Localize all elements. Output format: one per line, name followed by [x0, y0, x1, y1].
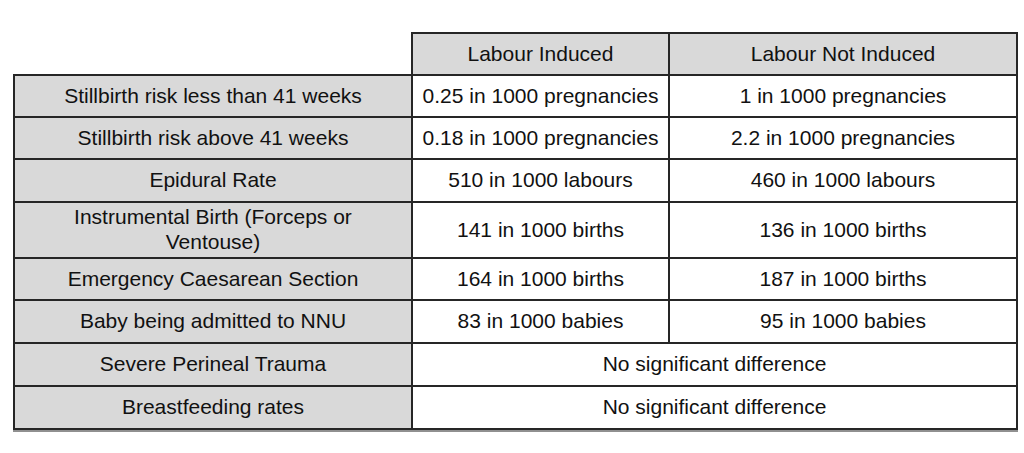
blank-corner-cell [14, 33, 412, 75]
row-label: Emergency Caesarean Section [14, 258, 412, 300]
value-cell-not-induced: 1 in 1000 pregnancies [669, 75, 1017, 117]
value-cell-induced: 141 in 1000 births [412, 202, 669, 258]
table-row-nnu-admission: Baby being admitted to NNU 83 in 1000 ba… [14, 300, 1017, 343]
column-header-labour-induced: Labour Induced [412, 33, 669, 75]
value-cell-not-induced: 136 in 1000 births [669, 202, 1017, 258]
merged-value-cell: No significant difference [412, 343, 1017, 386]
value-cell-induced: 0.18 in 1000 pregnancies [412, 117, 669, 159]
row-label: Breastfeeding rates [14, 386, 412, 429]
row-label: Severe Perineal Trauma [14, 343, 412, 386]
column-header-labour-not-induced: Labour Not Induced [669, 33, 1017, 75]
value-cell-induced: 0.25 in 1000 pregnancies [412, 75, 669, 117]
row-label: Stillbirth risk above 41 weeks [14, 117, 412, 159]
induction-outcomes-table: Labour Induced Labour Not Induced Stillb… [13, 32, 1018, 430]
value-cell-not-induced: 460 in 1000 labours [669, 159, 1017, 202]
table-row-stillbirth-gt41: Stillbirth risk above 41 weeks 0.18 in 1… [14, 117, 1017, 159]
row-label: Baby being admitted to NNU [14, 300, 412, 343]
value-cell-not-induced: 2.2 in 1000 pregnancies [669, 117, 1017, 159]
table-row-breastfeeding: Breastfeeding rates No significant diffe… [14, 386, 1017, 429]
value-cell-not-induced: 95 in 1000 babies [669, 300, 1017, 343]
value-cell-induced: 164 in 1000 births [412, 258, 669, 300]
value-cell-induced: 510 in 1000 labours [412, 159, 669, 202]
table-row-perineal-trauma: Severe Perineal Trauma No significant di… [14, 343, 1017, 386]
value-cell-not-induced: 187 in 1000 births [669, 258, 1017, 300]
row-label: Epidural Rate [14, 159, 412, 202]
header-row: Labour Induced Labour Not Induced [14, 33, 1017, 75]
table-row-epidural-rate: Epidural Rate 510 in 1000 labours 460 in… [14, 159, 1017, 202]
table-row-instrumental-birth: Instrumental Birth (Forceps or Ventouse)… [14, 202, 1017, 258]
row-label: Instrumental Birth (Forceps or Ventouse) [14, 202, 412, 258]
document-page: Labour Induced Labour Not Induced Stillb… [0, 0, 1024, 453]
row-label: Stillbirth risk less than 41 weeks [14, 75, 412, 117]
value-cell-induced: 83 in 1000 babies [412, 300, 669, 343]
table-row-stillbirth-lt41: Stillbirth risk less than 41 weeks 0.25 … [14, 75, 1017, 117]
table-row-emergency-caesarean: Emergency Caesarean Section 164 in 1000 … [14, 258, 1017, 300]
merged-value-cell: No significant difference [412, 386, 1017, 429]
